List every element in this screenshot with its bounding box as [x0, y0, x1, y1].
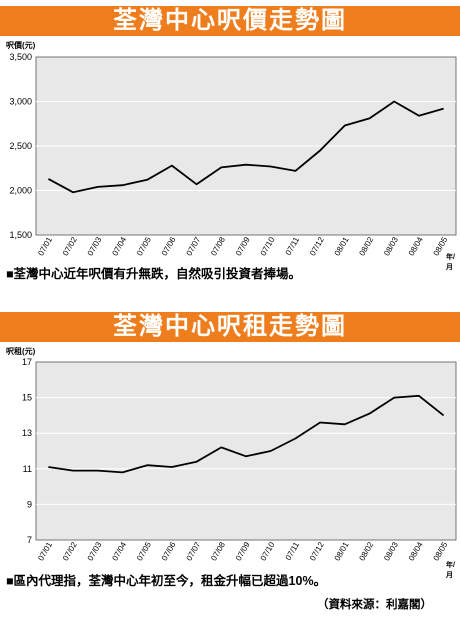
x-tick-label: 07/08: [209, 540, 227, 562]
x-tick-label: 07/07: [185, 540, 203, 562]
y-tick-label: 7: [27, 535, 32, 545]
y-tick-label: 11: [23, 464, 32, 474]
series-line: [48, 394, 445, 474]
price-line-chart: 1,500 2,000 2,500 3,000 3,500 07/01 07/02 07/03…: [9, 52, 457, 257]
x-tick-label: 07/03: [86, 540, 104, 562]
y-tick-label: 1,500: [9, 230, 32, 240]
source-note: （資料來源：利嘉閣）: [317, 599, 432, 611]
x-tick-label: 08/02: [357, 540, 375, 562]
x-tick-label: 07/11: [284, 235, 302, 257]
x-tick-label: 08/04: [407, 235, 425, 257]
price-caption: ■荃灣中心近年呎價有升無跌，自然吸引投資者捧場。: [6, 267, 302, 281]
x-tick-label: 08/01: [333, 540, 351, 562]
x-tick-label: 07/04: [110, 235, 128, 257]
y-tick-label: 3,500: [9, 52, 32, 62]
x-tick-label: 07/10: [259, 235, 277, 257]
x-tick-label: 07/09: [234, 540, 252, 562]
rent-chart-title: 荃灣中心呎租走勢圖: [113, 313, 347, 340]
x-tick-label: 07/12: [308, 235, 326, 257]
x-tick-label: 08/02: [357, 235, 375, 257]
price-chart-title: 荃灣中心呎價走勢圖: [113, 7, 347, 34]
x-tick-label: 07/03: [86, 235, 104, 257]
y-tick-label: 2,000: [9, 186, 32, 196]
price-chart-banner: 荃灣中心呎價走勢圖: [0, 6, 460, 36]
price-x-unit: 年/月: [446, 254, 455, 271]
price-unit-label: 呎價(元): [6, 41, 36, 50]
x-tick-label: 08/03: [382, 540, 400, 562]
x-tick-label: 07/09: [234, 235, 252, 257]
rent-line-chart: 7 9 11 13 15 17 07/01 07/02 07/03 07/04 07/05 07/06…: [22, 357, 457, 562]
x-tick-label: 07/05: [135, 540, 153, 562]
x-tick-label: 07/05: [135, 235, 153, 257]
y-tick-label: 3,000: [9, 97, 32, 107]
plot-area: [35, 361, 457, 541]
x-tick-label: 08/03: [382, 235, 400, 257]
x-tick-label: 07/02: [61, 235, 79, 257]
x-tick-label: 07/04: [110, 540, 128, 562]
series-line: [47, 100, 444, 194]
x-tick-label: 07/11: [284, 540, 302, 562]
x-tick-label: 08/05: [432, 540, 450, 562]
x-tick-label: 07/10: [259, 540, 277, 562]
y-tick-label: 9: [27, 499, 32, 509]
rent-unit-label: 呎租(元): [6, 347, 36, 356]
x-tick-label: 07/02: [61, 540, 79, 562]
x-tick-label: 08/04: [407, 540, 425, 562]
x-tick-label: 07/08: [209, 235, 227, 257]
y-tick-label: 17: [22, 357, 32, 367]
x-tick-label: 08/01: [333, 235, 351, 257]
x-tick-label: 07/07: [185, 235, 203, 257]
x-tick-label: 07/06: [160, 235, 178, 257]
rent-x-unit: 年/月: [446, 562, 455, 579]
y-tick-label: 13: [22, 428, 32, 438]
x-tick-label: 07/06: [160, 540, 178, 562]
rent-chart-banner: 荃灣中心呎租走勢圖: [0, 312, 460, 342]
y-tick-label: 15: [22, 393, 32, 403]
y-tick-label: 2,500: [9, 141, 32, 151]
x-tick-label: 07/12: [308, 540, 326, 562]
rent-caption: ■區內代理指，荃灣中心年初至今，租金升幅已超過10%。: [6, 574, 327, 588]
x-tick-label: 07/01: [36, 235, 54, 257]
x-tick-label: 07/01: [36, 540, 54, 562]
